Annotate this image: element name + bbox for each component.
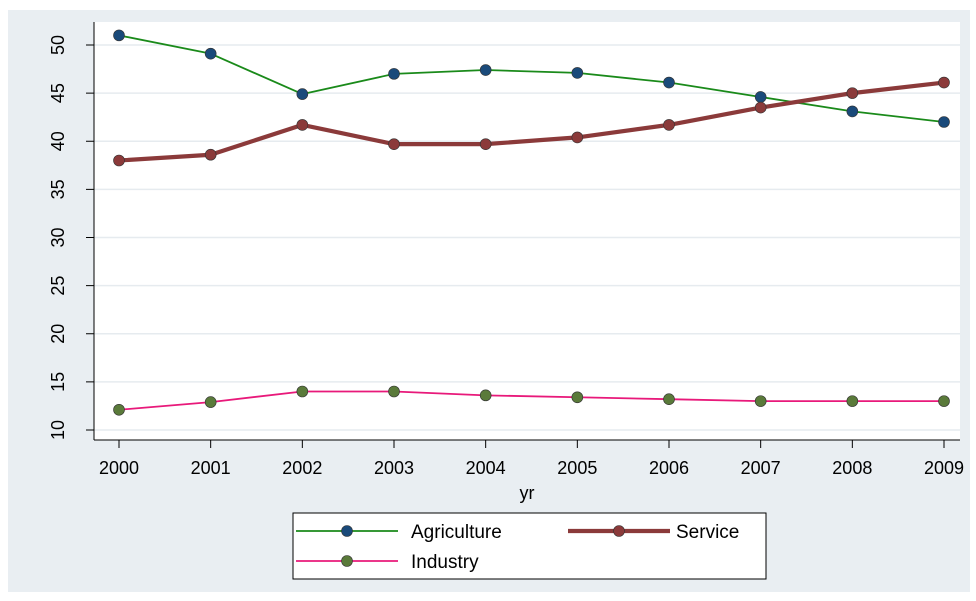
y-tick-label: 35 [48,179,68,199]
data-point [388,385,400,398]
y-tick-label: 25 [48,276,68,296]
data-point [479,389,492,402]
data-point [663,119,675,131]
x-tick-label: 2005 [557,458,597,478]
x-ticks: 2000 2001 2002 2003 2004 2005 2006 2007 2008 2009 [99,440,964,478]
data-point [113,403,125,416]
legend-item-agriculture: Agriculture [296,522,502,543]
legend-marker [341,525,353,537]
legend-label: Service [676,522,739,543]
y-tick-label: 45 [48,83,68,103]
data-point [296,119,309,131]
y-tick-label: 40 [48,131,68,151]
legend-label: Agriculture [411,522,502,543]
data-point [938,76,950,89]
data-point [663,393,675,406]
data-point [938,116,950,128]
data-point [571,391,584,404]
x-tick-label: 2000 [99,458,139,478]
legend: Agriculture Service Industry [292,512,767,580]
data-point [846,105,859,118]
y-tick-label: 15 [48,372,68,392]
legend-box [292,512,767,580]
data-point [204,148,217,161]
series-line [118,80,945,163]
x-axis-title: yr [520,483,535,503]
x-tick-label: 2006 [649,458,689,478]
x-tick-label: 2002 [282,458,322,478]
series-service [113,76,950,167]
data-point [571,67,584,79]
y-tick-label: 50 [48,35,68,55]
data-point [663,76,675,89]
data-point [388,68,400,80]
data-point [479,64,492,76]
data-point [938,395,950,407]
data-point [296,385,309,398]
data-point [113,29,125,42]
y-tick-label: 20 [48,324,68,344]
data-point [846,87,859,99]
data-point [754,395,767,407]
legend-marker [341,555,353,567]
legend-item-service: Service [568,522,739,543]
x-tick-label: 2007 [741,458,781,478]
data-point [296,88,309,100]
data-point [846,395,859,407]
data-point [754,91,767,103]
y-tick-label: 30 [48,227,68,247]
y-tick-label: 10 [48,420,68,440]
data-point [754,101,767,114]
data-point [204,47,217,60]
plot-area [94,22,960,440]
series-line [118,34,945,123]
legend-item-industry: Industry [296,552,479,573]
data-point [479,138,492,150]
gridlines [94,44,960,431]
series [113,29,950,416]
x-tick-label: 2001 [191,458,231,478]
x-tick-label: 2009 [924,458,964,478]
series-agriculture [113,29,950,128]
x-tick-label: 2004 [466,458,506,478]
data-point [113,154,125,167]
data-point [388,138,400,150]
x-tick-label: 2003 [374,458,414,478]
x-tick-label: 2008 [832,458,872,478]
series-industry [113,385,950,416]
data-point [204,396,217,408]
series-line [118,390,944,411]
data-point [571,131,584,144]
legend-label: Industry [411,552,479,573]
legend-marker [613,525,625,537]
y-ticks: 10 15 20 25 30 35 40 45 50 [48,35,94,440]
